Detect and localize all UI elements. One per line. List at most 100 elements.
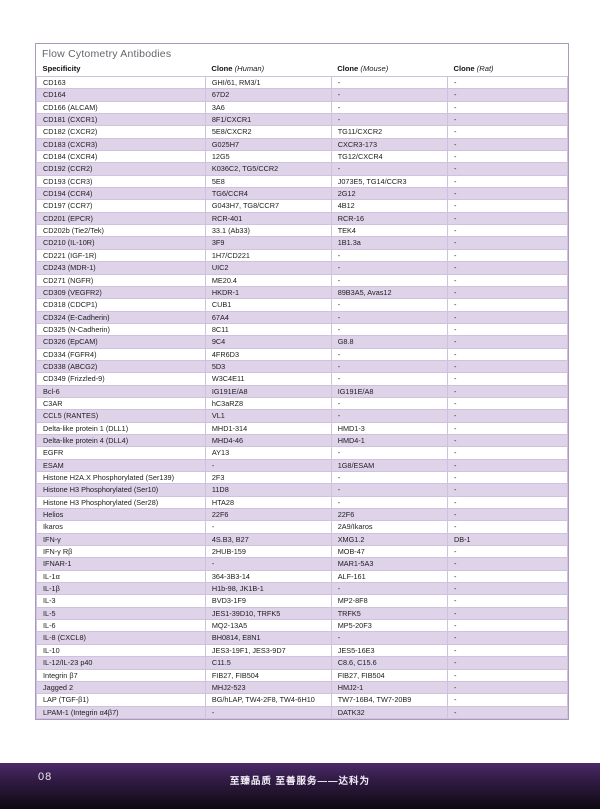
clone-cell: HMD1-3 [330,421,448,435]
specificity-cell: CD338 (ABCG2) [36,359,206,374]
specificity-cell: CD183 (CXCR3) [36,137,206,152]
clone-cell: - [446,557,569,571]
clone-cell: - [330,396,448,411]
clone-cell: 3A6 [204,100,332,115]
clone-cell: 2F3 [204,470,332,485]
column-header-clone-human: Clone (Human) [205,63,331,77]
specificity-cell: CD181 (CXCR1) [36,113,206,127]
clone-cell: - [446,569,569,584]
clone-cell: J073E5, TG14/CCR3 [330,174,448,189]
clone-cell: - [330,495,448,510]
clone-cell: ME20.4 [204,273,332,287]
clone-cell: - [204,458,332,473]
clone-cell: - [446,322,569,337]
clone-cell: - [446,261,569,275]
clone-cell: - [330,347,448,361]
specificity-cell: CD182 (CXCR2) [36,125,206,139]
clone-cell: 8F1/CXCR1 [204,113,332,127]
clone-cell: 33.1 (Ab33) [204,224,332,238]
clone-cell: 364-3B3-14 [204,569,332,584]
clone-cell: TG12/CXCR4 [330,150,448,164]
table-row: IL-5 JES1-39D10, TRFK5 TRFK5- [36,606,569,621]
clone-cell: MHD1-314 [204,421,332,435]
table-row: CD318 (CDCP1) CUB1- - [36,298,569,312]
table-row: CD210 (IL-10R) 3F9 1B1.3a - [36,236,569,250]
table-row: IFNAR-1- MAR1-5A3- [36,557,569,571]
specificity-cell: IL-8 (CXCL8) [36,631,206,645]
specificity-cell: CD197 (CCR7) [36,199,206,213]
specificity-cell: Delta-like protein 4 (DLL4) [36,433,206,448]
specificity-cell: LAP (TGF-β1) [36,693,206,707]
page-footer: 08 至臻品质 至善服务——达科为 [0,763,600,809]
specificity-cell: IL-12/IL-23 p40 [36,656,206,670]
clone-cell: - [446,582,569,596]
page-number: 08 [38,771,53,783]
clone-cell: W3C4E11 [204,372,332,386]
clone-cell: HTA28 [204,495,332,510]
specificity-cell: CD164 [36,88,206,102]
clone-cell: - [446,335,569,349]
column-sublabel: (Rat) [476,64,494,73]
clone-cell: - [330,248,448,263]
table-row: CD194 (CCR4) TG6/CCR4 2G12- [36,187,569,201]
clone-cell: - [446,545,569,559]
clone-cell: - [330,298,448,312]
clone-cell: BH0814, E8N1 [204,631,332,645]
table-title: Flow Cytometry Antibodies [42,48,172,60]
clone-cell: - [446,396,569,411]
clone-cell: C11.5 [204,656,332,670]
clone-cell: MP5-20F3 [330,619,448,633]
clone-cell: MHJ2-523 [204,680,332,695]
specificity-cell: ESAM [36,458,206,473]
column-sublabel: (Mouse) [360,64,389,73]
specificity-cell: CD192 (CCR2) [36,162,206,176]
table-row: CD201 (EPCR) RCR-401 RCR-16- [36,211,569,226]
clone-cell: - [330,582,448,596]
clone-cell: - [330,446,448,460]
clone-cell: JES1-39D10, TRFK5 [204,606,332,621]
clone-cell: - [446,656,569,670]
clone-cell: 2G12 [330,187,448,201]
clone-cell: - [446,483,569,497]
clone-cell: GHI/61, RM3/1 [204,75,332,90]
clone-cell: - [446,446,569,460]
antibody-table-box: Flow Cytometry Antibodies Specificity Cl… [35,43,569,720]
clone-cell: CUB1 [204,298,332,312]
specificity-cell: CD325 (N-Cadherin) [36,322,206,337]
specificity-cell: C3AR [36,396,206,411]
table-row: CD349 (Frizzled-9) W3C4E11- - [36,372,569,386]
specificity-cell: CD210 (IL-10R) [36,236,206,250]
clone-cell: - [446,310,569,324]
clone-cell: AY13 [204,446,332,460]
clone-cell: CXCR3-173 [330,137,448,152]
clone-cell: - [446,298,569,312]
clone-cell: - [446,372,569,386]
clone-cell: H1b-98, JK1B-1 [204,582,332,596]
column-label: Clone [337,64,359,73]
table-row: Delta-like protein 1 (DLL1) MHD1-314 HMD1-… [36,421,569,435]
clone-cell: C8.6, C15.6 [330,656,448,670]
clone-cell: - [446,248,569,263]
table-row: Helios 22F6 22F6- [36,508,569,522]
clone-cell: - [446,88,569,102]
clone-cell: JES3-19F1, JES3-9D7 [204,643,332,658]
table-header: Specificity Clone (Human) Clone (Mouse) … [37,63,568,77]
clone-cell: - [330,273,448,287]
table-row: Histone H3 Phosphorylated (Ser10) 11D8- - [36,483,569,497]
table-row: ESAM -1G8/ESAM - [36,458,569,473]
clone-cell: 11D8 [204,483,332,497]
clone-cell: - [446,470,569,485]
specificity-cell: Jagged 2 [36,680,206,695]
clone-cell: UIC2 [204,261,332,275]
clone-cell: - [330,470,448,485]
specificity-cell: IL-1β [36,582,206,596]
specificity-cell: Delta-like protein 1 (DLL1) [36,421,206,435]
clone-cell: - [446,125,569,139]
table-row: Bcl-6 IG191E/A8 IG191E/A8- [36,384,569,398]
clone-cell: - [446,458,569,473]
table-row: CD164 67D2- - [36,88,569,102]
clone-cell: 1H7/CD221 [204,248,332,263]
column-label: Clone [453,64,475,73]
specificity-cell: Histone H2A.X Phosphorylated (Ser139) [36,470,206,485]
clone-cell: TG6/CCR4 [204,187,332,201]
